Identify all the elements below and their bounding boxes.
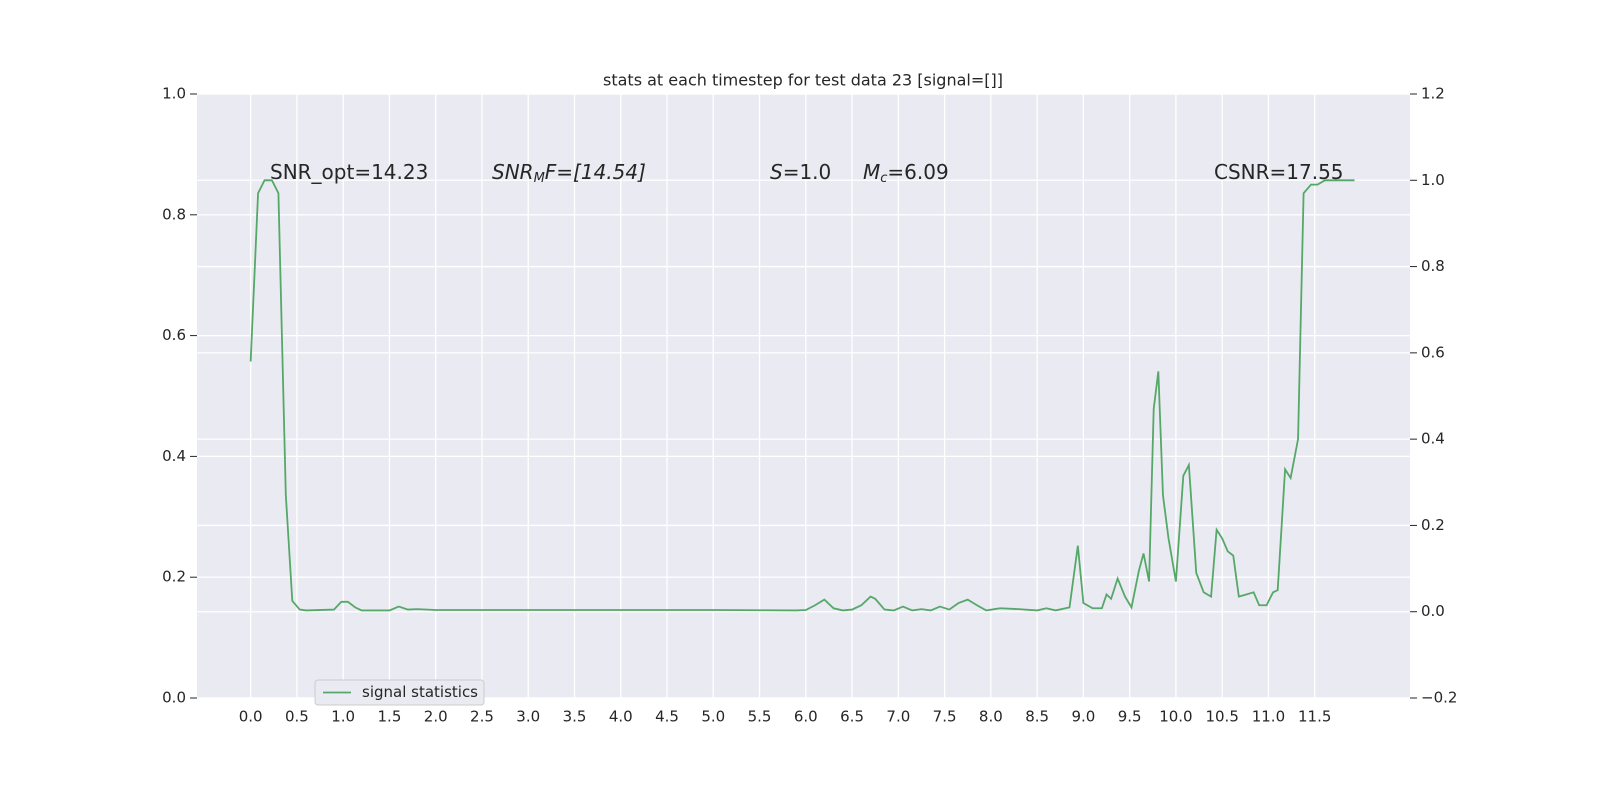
y2-tick-label: 1.2 [1421,85,1445,103]
chart-title: stats at each timestep for test data 23 … [603,71,1003,90]
y2-tick-label: −0.2 [1421,689,1457,707]
annotation-text: SNR_opt=14.23 [270,160,428,184]
x-tick-label: 2.5 [470,708,494,726]
marks [249,179,1355,612]
x-tick-label: 6.0 [794,708,818,726]
annotation-text: SNR [492,160,534,184]
x-tick-label: 3.0 [516,708,540,726]
x-tick-label: 0.0 [239,708,263,726]
x-tick-label: 4.5 [655,708,679,726]
annotation-text: CSNR=17.55 [1214,160,1344,184]
y-tick-label: 0.8 [162,205,186,223]
x-tick-label: 7.5 [933,708,957,726]
y-tick-label: 0.4 [162,447,186,465]
annotation: SNRMF=[14.54] [492,160,646,186]
legend-box [314,679,485,706]
y2-tick-label: 0.4 [1421,430,1445,448]
x-tick-label: 5.5 [748,708,772,726]
x-tick-label: 7.0 [886,708,910,726]
y-tick-label: 1.0 [162,85,186,103]
y2-tick-label: 0.2 [1421,516,1445,534]
y-tick-label: 0.0 [162,689,186,707]
x-tick-label: 10.0 [1159,708,1192,726]
x-tick-label: 2.0 [424,708,448,726]
y2-tick-label: 0.0 [1421,602,1445,620]
x-tick-label: 3.5 [563,708,587,726]
x-tick-label: 9.5 [1118,708,1142,726]
x-tick-label: 11.0 [1252,708,1285,726]
x-tick-label: 10.5 [1205,708,1238,726]
annotation: CSNR=17.55 [1214,160,1344,184]
y2-tick-label: 0.6 [1421,343,1445,361]
x-tick-label: 6.5 [840,708,864,726]
annotation: Mc=6.09 [863,160,949,186]
annotation-text: M [863,160,880,184]
annotation-text: c [880,171,887,186]
x-tick-label: 0.5 [285,708,309,726]
annotation-text: =6.09 [887,160,948,184]
x-tick-label: 1.5 [378,708,402,726]
annotation: S=1.0 [770,160,831,184]
x-tick-label: 8.0 [979,708,1003,726]
y-tick-label: 0.2 [162,568,186,586]
legend-label: signal statistics [362,683,478,701]
x-tick-label: 4.0 [609,708,633,726]
annotation: SNR_opt=14.23 [270,160,428,184]
data-line [249,179,1355,612]
annotation-text: F=[14.54] [545,160,646,184]
annotation-text: M [534,171,545,186]
y2-tick-label: 1.0 [1421,171,1445,189]
annotation-text: =1.0 [783,160,832,184]
grid [197,93,1410,699]
y-tick-label: 0.6 [162,326,186,344]
annotation-text: S [770,160,783,184]
x-tick-label: 9.0 [1071,708,1095,726]
x-tick-label: 8.5 [1025,708,1049,726]
x-tick-label: 11.5 [1298,708,1331,726]
y2-tick-label: 0.8 [1421,257,1445,275]
legend: signal statistics [314,679,485,706]
plot-area [197,94,1410,698]
x-tick-label: 5.0 [701,708,725,726]
x-tick-label: 1.0 [331,708,355,726]
